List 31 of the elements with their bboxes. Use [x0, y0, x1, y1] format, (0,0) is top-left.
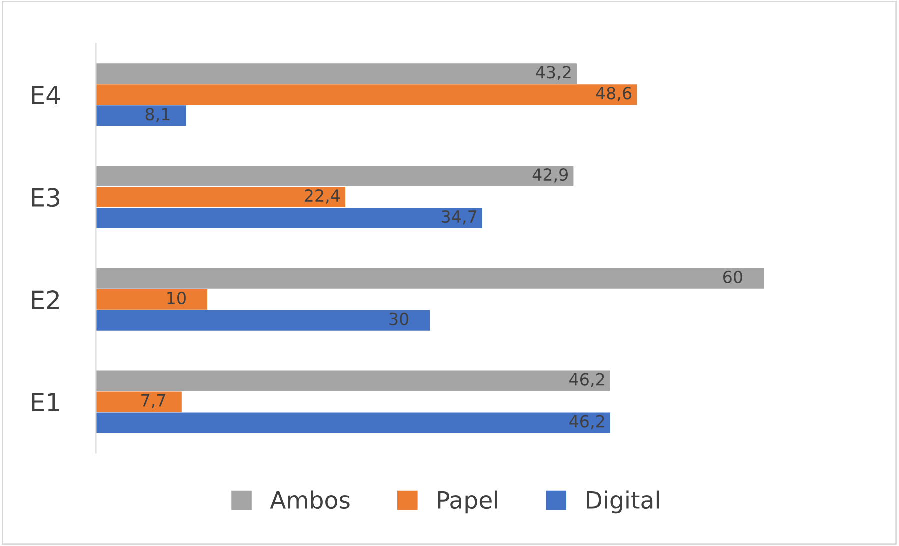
data-label: 10	[168, 292, 186, 304]
bar	[96, 187, 346, 208]
bar	[96, 106, 186, 126]
bar	[96, 64, 578, 84]
bar	[96, 208, 482, 228]
y-tick-label: E2	[32, 290, 59, 310]
bar	[96, 310, 430, 331]
bar	[96, 268, 764, 289]
bar	[96, 412, 610, 434]
data-label: 7,7	[142, 394, 166, 409]
bar	[96, 370, 610, 392]
legend-label: Ambos	[270, 490, 350, 510]
data-label: 46,2	[570, 415, 604, 430]
data-label: 34,7	[442, 210, 476, 225]
data-label: 42,9	[532, 168, 568, 183]
data-label: 48,6	[596, 87, 632, 102]
bar	[96, 289, 208, 310]
y-tick-label: E4	[32, 86, 60, 104]
bar	[96, 166, 574, 186]
data-label: 60	[724, 270, 742, 284]
data-label: 46,2	[570, 373, 604, 388]
data-label: 30	[390, 312, 409, 326]
data-label: 22,4	[305, 189, 340, 204]
legend-label: Digital	[587, 490, 660, 514]
data-label: 43,2	[536, 66, 571, 80]
data-label: 8,1	[146, 108, 170, 122]
y-tick-label: E1	[32, 393, 60, 412]
y-tick-label: E3	[32, 188, 60, 208]
legend-label: Papel	[438, 490, 498, 514]
bar	[96, 84, 638, 106]
bar	[96, 392, 182, 412]
